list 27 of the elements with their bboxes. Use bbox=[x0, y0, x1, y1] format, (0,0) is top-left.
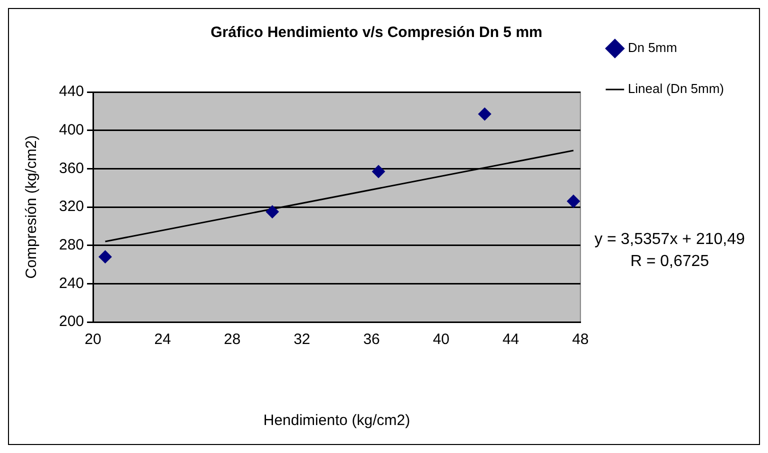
point bbox=[566, 194, 580, 208]
legend-label: Lineal (Dn 5mm) bbox=[628, 81, 724, 96]
x-tick-label: 40 bbox=[432, 331, 450, 348]
y-tick-label: 400 bbox=[58, 121, 84, 138]
point bbox=[478, 108, 492, 121]
x-tick-label: 28 bbox=[224, 331, 241, 348]
y-tick-label: 200 bbox=[58, 313, 84, 330]
x-tick-label: 24 bbox=[154, 331, 171, 348]
text: R = 0,6725 bbox=[630, 252, 710, 270]
x-tick-label: 36 bbox=[363, 331, 380, 348]
x-tick-label: 20 bbox=[84, 331, 102, 348]
x-tick-label: 44 bbox=[502, 331, 520, 348]
y-tick-label: 360 bbox=[58, 160, 84, 177]
y-tick-label: 280 bbox=[58, 236, 84, 254]
x-axis-title: Hendimiento (kg/cm2) bbox=[263, 412, 410, 430]
point bbox=[98, 250, 112, 264]
y-axis-title: Compresión (kg/cm2) bbox=[23, 135, 40, 279]
y-tick-label: 440 bbox=[58, 83, 84, 100]
x-tick-label: 32 bbox=[294, 331, 310, 348]
text: y = 3,5357x + 210,49 bbox=[594, 230, 745, 248]
point bbox=[266, 205, 279, 218]
y-tick-label: 320 bbox=[58, 198, 84, 216]
legend-label: Dn 5mm bbox=[628, 40, 678, 56]
x-tick-label: 48 bbox=[572, 331, 589, 348]
point bbox=[372, 165, 385, 178]
y-tick-label: 240 bbox=[58, 274, 84, 292]
chart-title: Gráfico Hendimiento v/s Compresión Dn 5 mm bbox=[210, 24, 542, 42]
